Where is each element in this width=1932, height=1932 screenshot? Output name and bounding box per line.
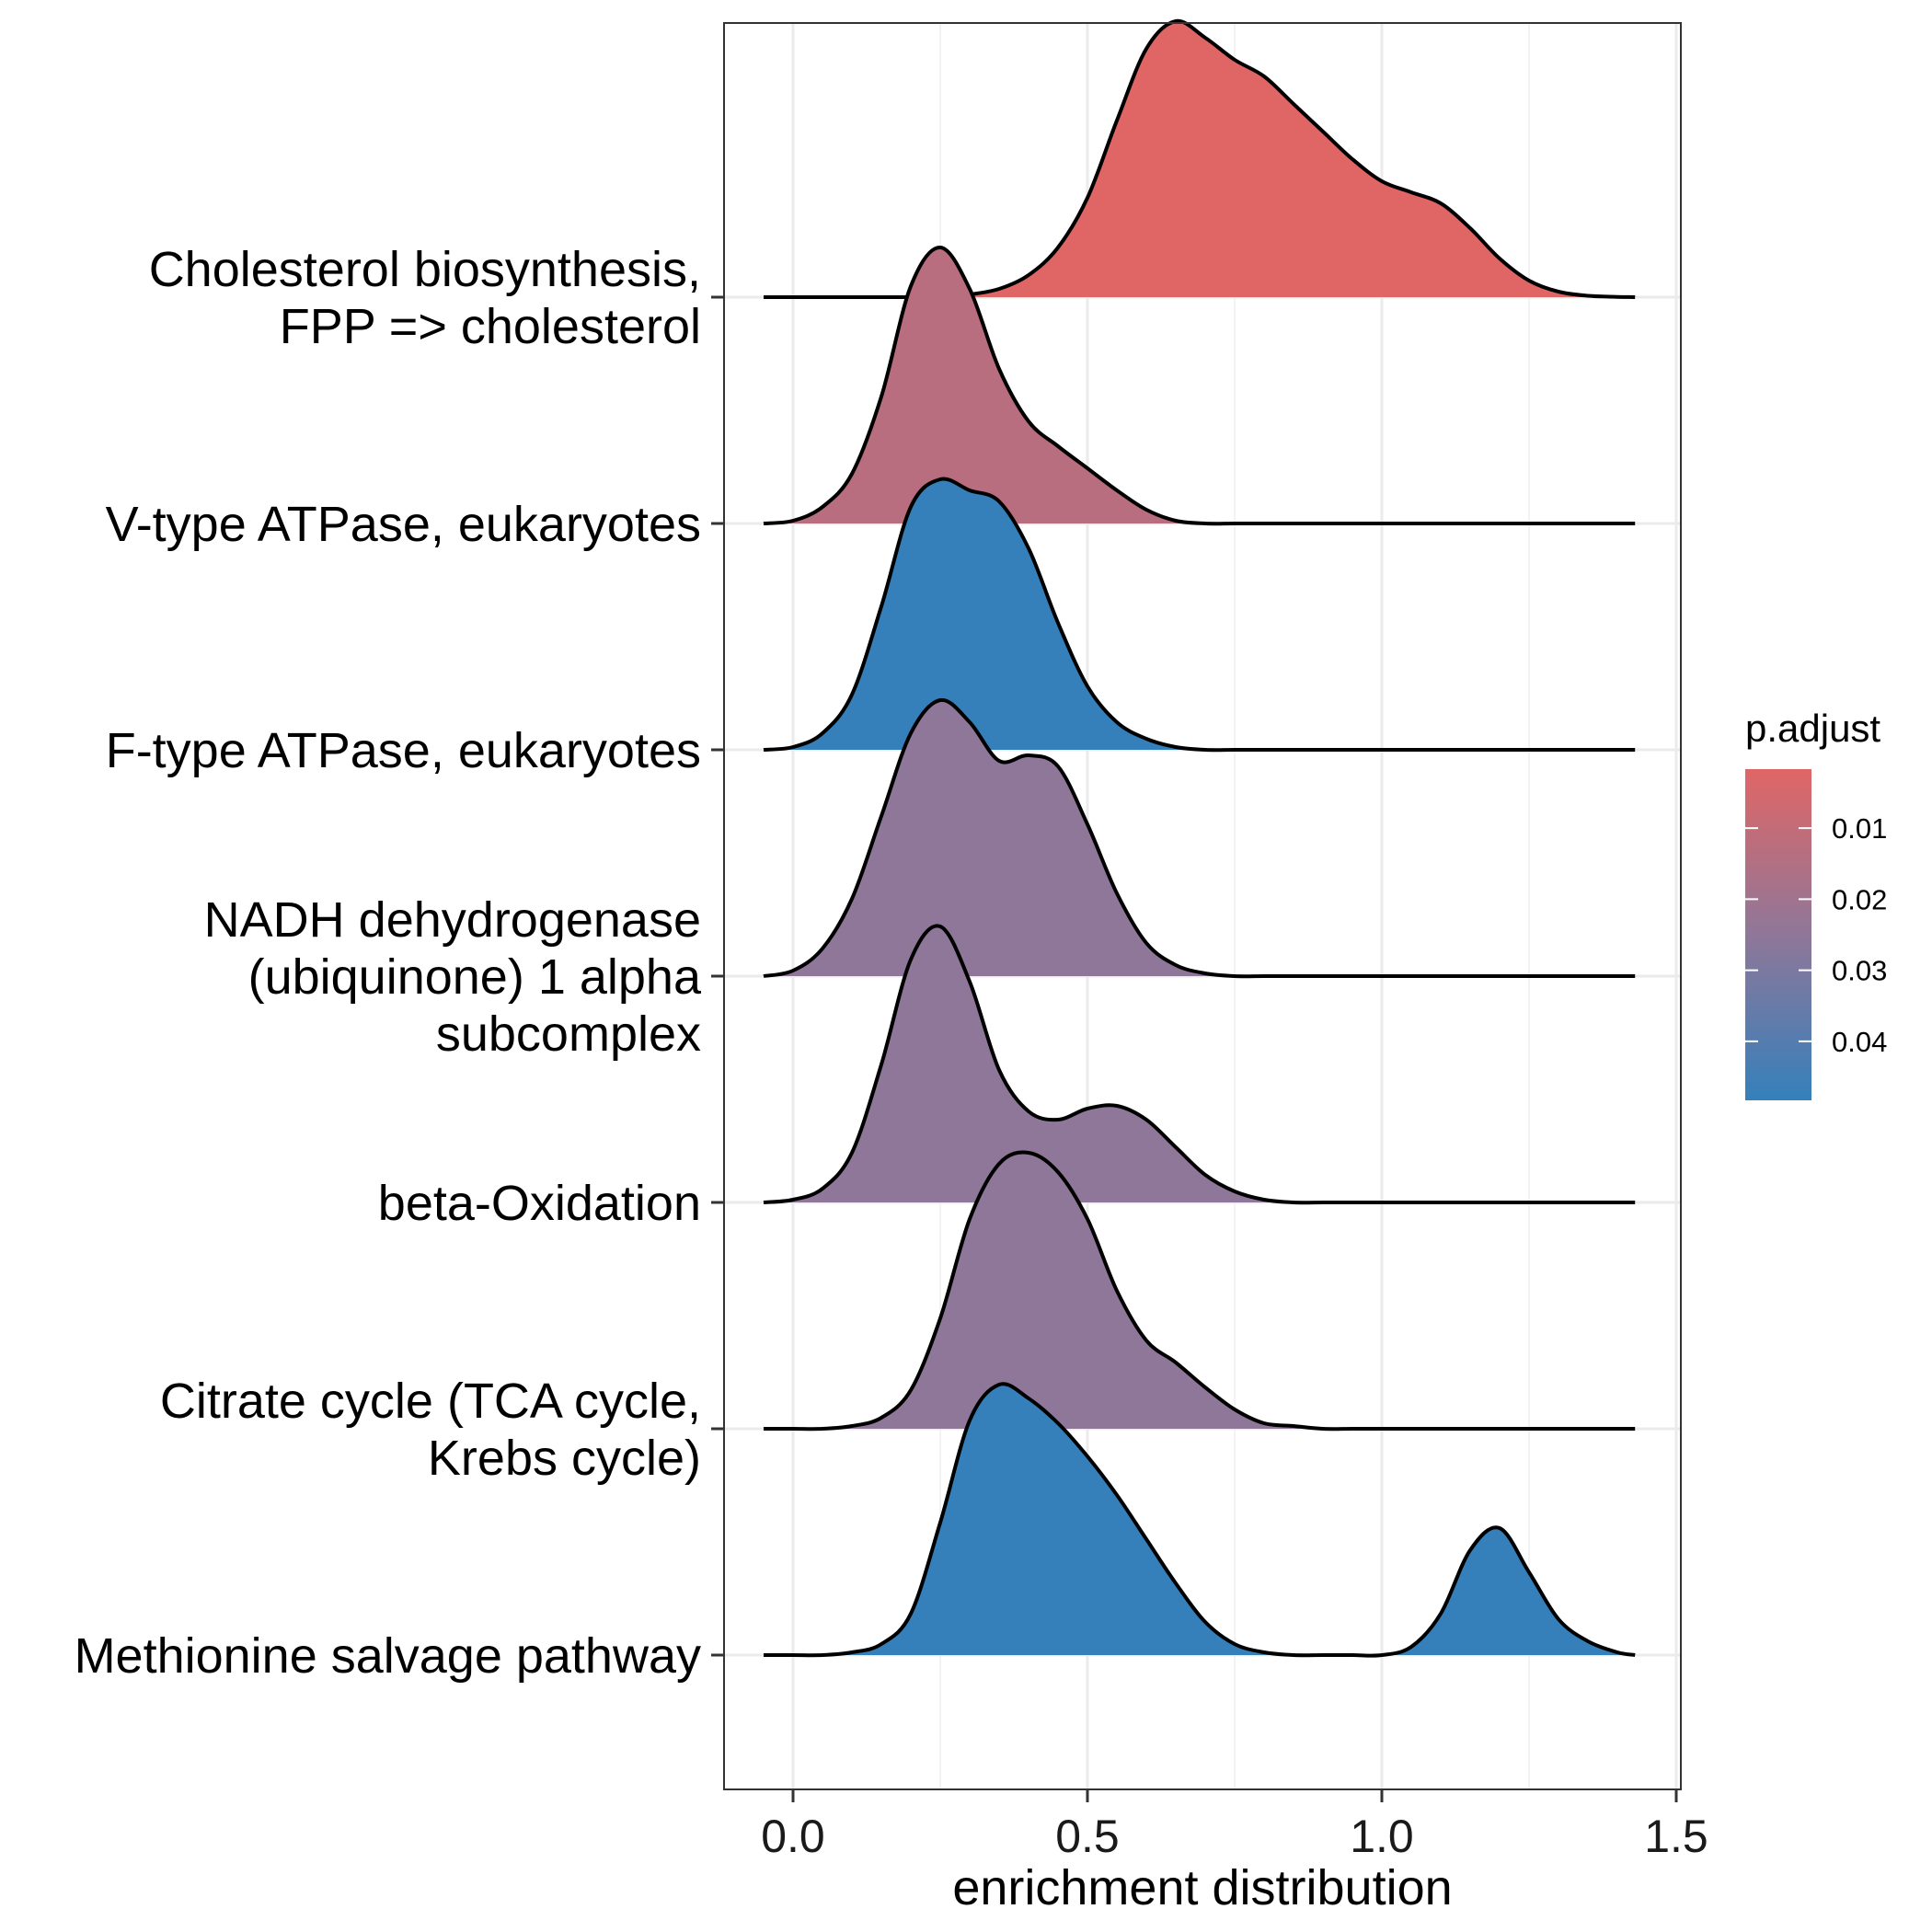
ridge-outline [764,1150,1636,1432]
y-axis-label: V-type ATPase, eukaryotes [106,497,701,552]
ridge-fill [764,478,1636,751]
ridge-6 [764,1150,1636,1432]
ridge-fill [764,20,1636,298]
x-axis: 0.0 0.5 1.0 1.5 [761,1789,1708,1862]
x-tick-label: 0.0 [761,1811,825,1862]
ridge-4 [763,697,1636,979]
legend-tick-label: 0.03 [1832,955,1887,987]
ridge-fill [764,699,1636,977]
ridge-outline [763,246,1636,526]
y-axis-label: NADH dehydrogenase (ubiquinone) 1 alpha su… [204,892,702,1062]
x-tick-label: 1.0 [1350,1811,1414,1862]
ridge-outline [763,477,1636,753]
legend-colorbar [1745,769,1811,1100]
x-tick-label: 0.5 [1055,1811,1120,1862]
ridge-fill [764,1152,1636,1430]
y-axis-label: beta-Oxidation [378,1176,701,1231]
ridge-fill [764,1384,1636,1656]
legend: p.adjust 0.01 0.02 0.03 0.04 [1745,707,1887,1100]
y-axis-label: Cholesterol biosynthesis, FPP => choleste… [149,242,701,354]
panel-border [723,22,1682,1790]
y-axis-label: F-type ATPase, eukaryotes [106,723,701,778]
legend-tick-label: 0.01 [1832,812,1887,845]
x-axis-title: enrichment distribution [952,1860,1452,1915]
y-axis-label: Methionine salvage pathway [75,1628,701,1684]
ridge-outline [763,1382,1636,1658]
x-tick-label: 1.5 [1644,1811,1708,1862]
ridge-fill [764,926,1636,1203]
ridge-outline [763,924,1636,1205]
ridge-outline [763,697,1636,979]
y-axis-labels: Cholesterol biosynthesis, FPP => choleste… [75,242,724,1684]
y-axis-label: Citrate cycle (TCA cycle, Krebs cycle) [160,1374,701,1486]
ridge-5 [763,924,1636,1205]
ridge-fill [764,247,1636,524]
ridges [723,18,1682,1790]
ridge-3 [763,477,1636,753]
ridge-2 [763,246,1636,526]
legend-tick-label: 0.02 [1832,883,1887,915]
ridge-7 [763,1382,1636,1658]
legend-tick-label: 0.04 [1832,1026,1887,1058]
legend-title: p.adjust [1745,707,1880,750]
